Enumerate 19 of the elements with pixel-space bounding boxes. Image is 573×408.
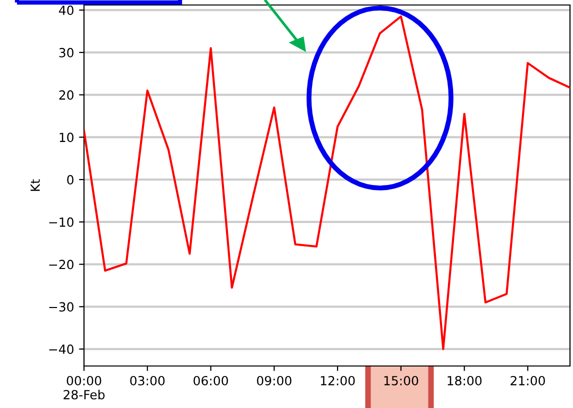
y-tick-label: 40 xyxy=(58,6,74,16)
x-tick-label: 09:00 xyxy=(256,376,292,386)
x-tick-label: 21:00 xyxy=(510,376,545,386)
y-tick-label: 10 xyxy=(60,132,74,142)
y-tick-label: 0 xyxy=(67,175,74,184)
y-tick-label: −10 xyxy=(49,217,74,227)
y-tick-label: −20 xyxy=(49,260,74,270)
line-series xyxy=(84,15,570,350)
y-tick-label: −40 xyxy=(49,344,74,354)
x-tick-label: 00:00 28-Feb xyxy=(64,376,105,400)
x-tick-label: 15:00 xyxy=(384,376,418,386)
y-tick-label: −30 xyxy=(49,302,74,312)
x-tick-label: 03:00 xyxy=(130,376,165,386)
x-tick-label: 06:00 xyxy=(194,376,228,386)
x-tick-label: 12:00 xyxy=(320,376,355,386)
y-axis-title: Kt xyxy=(30,179,40,191)
y-tick-label: 30 xyxy=(59,48,74,58)
x-tick-label: 18:00 xyxy=(448,376,482,386)
y-tick-label: 20 xyxy=(59,90,74,100)
